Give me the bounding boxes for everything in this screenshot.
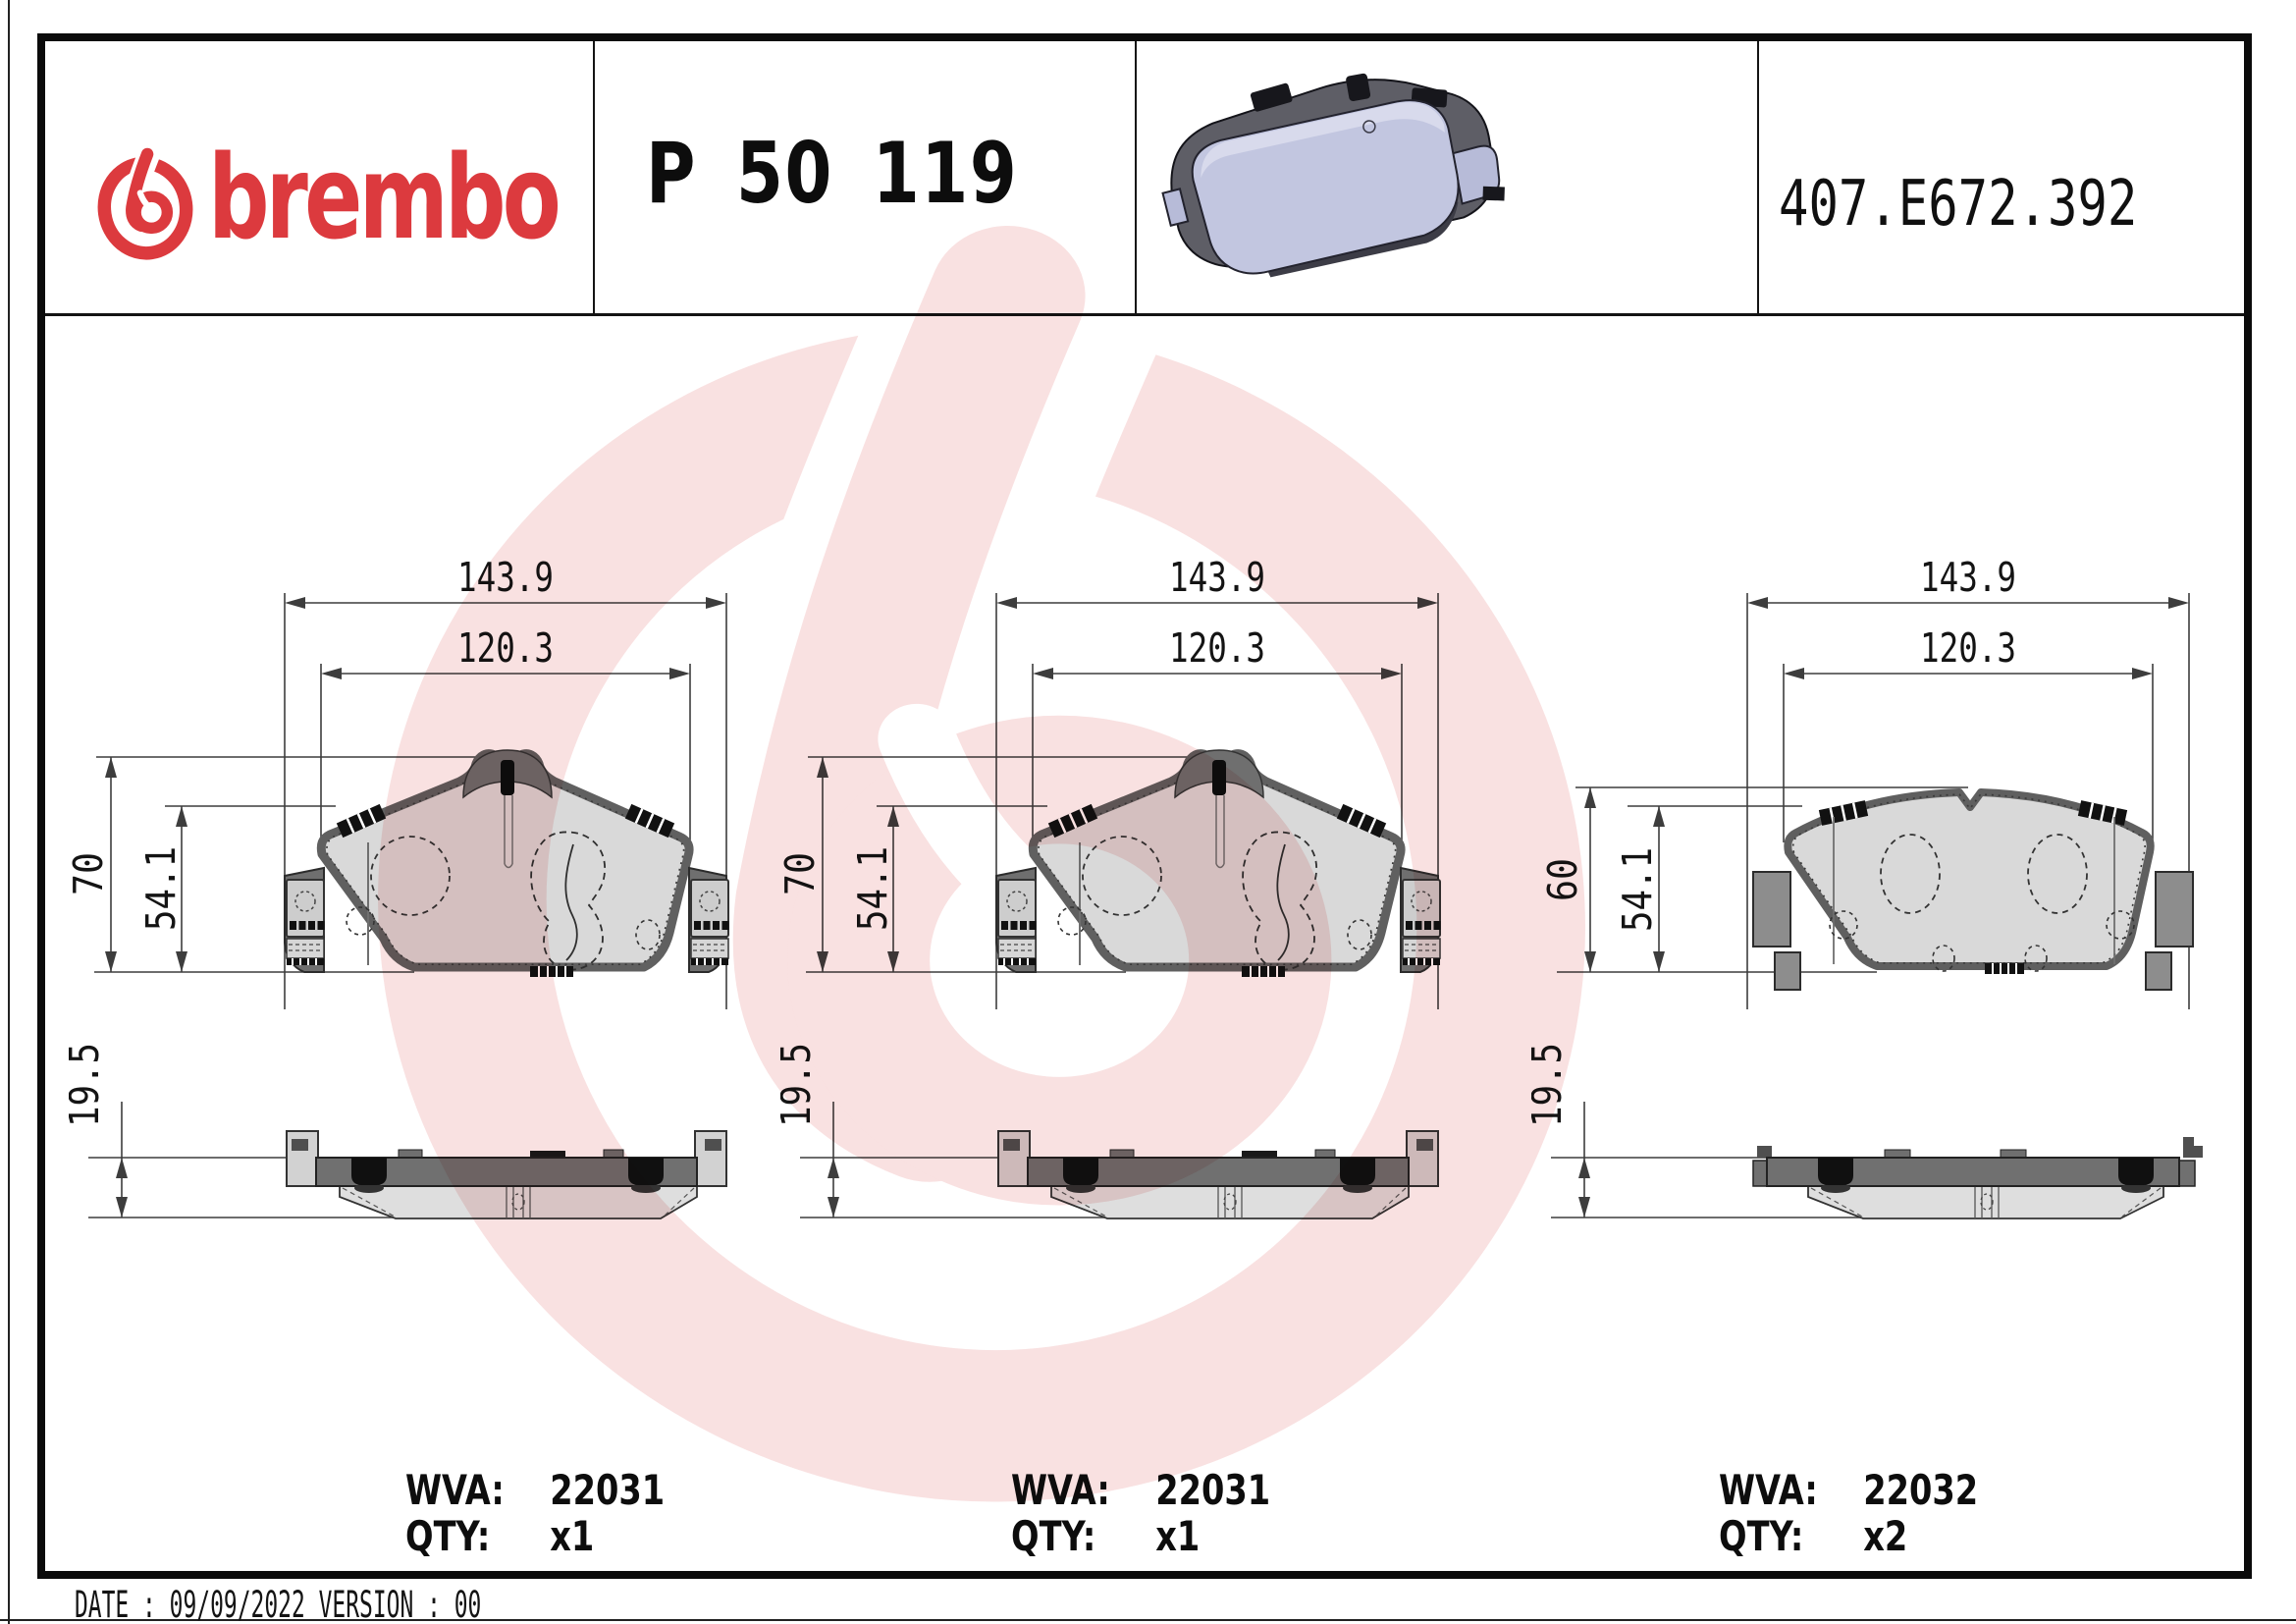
dim-pad-width: 120.3 [457,624,554,672]
header-divider-2 [1135,41,1137,313]
spec-block-1: WVA: 22031 QTY: x1 [405,1467,665,1559]
revision-dateline: DATE : 09/09/2022 VERSION : 00 [75,1587,481,1623]
drawing-frame [37,33,2252,1579]
dim-overall-width: 143.9 [1169,554,1265,601]
dim-pad-width: 120.3 [1920,624,2016,672]
header-divider-3 [1757,41,1759,313]
wva-row: WVA: 22032 [1719,1467,1978,1513]
dim-overall-width: 143.9 [1920,554,2016,601]
part-number: P 50 119 [646,125,1019,223]
pad-side-view [1752,1136,2204,1219]
wva-row: WVA: 22031 [405,1467,665,1513]
wva-value: 22032 [1863,1466,1979,1514]
pad-front-view [996,750,1441,977]
drawing-column-1: 143.9 120.3 70 54.1 19.5 [69,554,815,1219]
wva-value: 22031 [1155,1466,1271,1514]
drawing-column-3: 143.9 120.3 60 54.1 19.5 [1531,554,2204,1219]
spec-block-3: WVA: 22032 QTY: x2 [1719,1467,1978,1559]
qty-value: x1 [1155,1512,1201,1560]
qty-row: QTY: x2 [1719,1513,1978,1559]
page-edge-left [8,0,10,1624]
dim-thickness: 19.5 [69,1043,108,1127]
pad-side-view [286,1130,727,1219]
brake-pad-3d-image [1161,73,1505,278]
qty-row: QTY: x1 [405,1513,665,1559]
wva-row: WVA: 22031 [1011,1467,1270,1513]
header-divider-1 [593,41,595,313]
wva-label: WVA: [405,1466,505,1514]
catalog-code: 407.E672.392 [1779,168,2138,241]
pad-side-view [997,1130,1439,1219]
wva-label: WVA: [1719,1466,1818,1514]
dim-overall-height: 60 [1539,858,1586,901]
wva-value: 22031 [550,1466,666,1514]
dim-pad-height: 54.1 [1614,847,1661,932]
dim-overall-height: 70 [69,852,112,895]
qty-label: QTY: [1011,1512,1096,1560]
pad-front-view [285,750,729,977]
dim-pad-height: 54.1 [137,846,185,931]
dim-overall-width: 143.9 [457,554,554,601]
qty-value: x2 [1863,1512,1908,1560]
qty-value: x1 [550,1512,595,1560]
dim-thickness: 19.5 [1531,1043,1571,1127]
brembo-logo-icon [94,147,196,263]
wva-label: WVA: [1011,1466,1110,1514]
drawing-column-2: 143.9 120.3 70 54.1 19.5 [780,554,1526,1219]
spec-block-2: WVA: 22031 QTY: x1 [1011,1467,1270,1559]
qty-row: QTY: x1 [1011,1513,1270,1559]
dim-pad-height: 54.1 [849,846,896,931]
dim-pad-width: 120.3 [1169,624,1265,672]
pad-front-view [1753,792,2193,990]
qty-label: QTY: [405,1512,491,1560]
dim-thickness: 19.5 [780,1043,820,1127]
brand-wordmark: brembo [208,130,561,265]
revision-text: DATE : 09/09/2022 VERSION : 00 [75,1584,482,1624]
dim-overall-height: 70 [780,852,824,895]
qty-label: QTY: [1719,1512,1804,1560]
page-edge-bottom [0,1619,2296,1621]
